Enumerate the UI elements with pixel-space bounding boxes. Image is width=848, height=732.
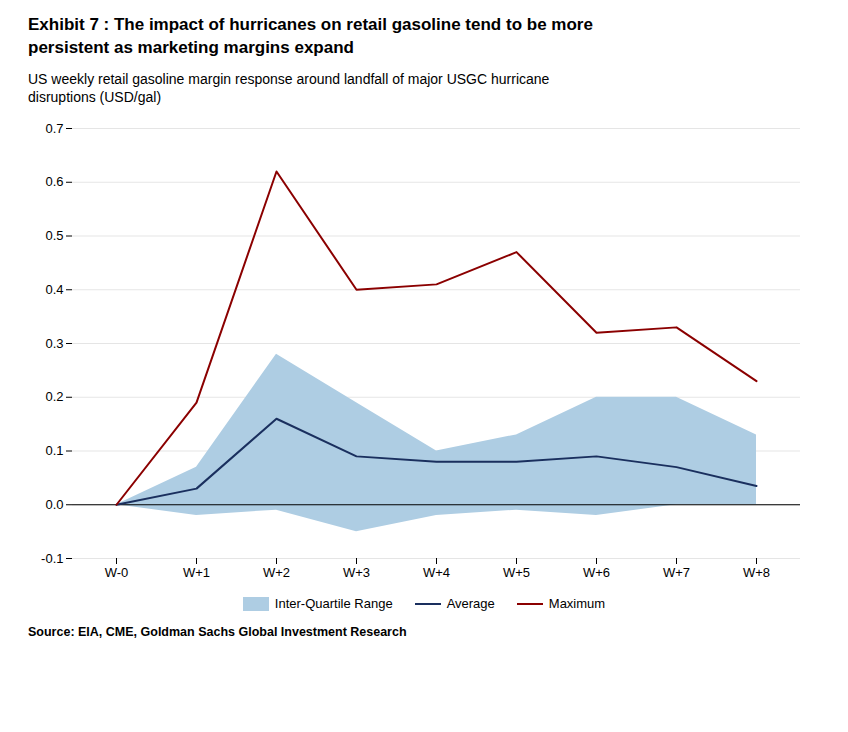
html-text:Maximum: Maximum — [548, 596, 606, 612]
html-text:Average: Average — [446, 596, 495, 612]
svg-text:-0.1: -0.1 — [41, 551, 63, 566]
svg-text:0.7: 0.7 — [45, 121, 63, 136]
svg-text:0.5: 0.5 — [45, 228, 63, 243]
svg-text:0.4: 0.4 — [45, 282, 63, 297]
svg-text:W+8: W+8 — [743, 565, 770, 580]
svg-text:0.6: 0.6 — [45, 175, 63, 190]
html-text:Source: EIA, CME, Goldman Sach: Source: EIA, CME, Goldman Sachs Global I… — [28, 625, 407, 640]
svg-text:0.1: 0.1 — [45, 443, 63, 458]
svg-text:0.2: 0.2 — [45, 390, 63, 405]
svg-text:W+6: W+6 — [583, 565, 610, 580]
svg-text:W+5: W+5 — [503, 565, 530, 580]
html-text:Exhibit 7 : The impact of hurr: Exhibit 7 : The impact of hurricanes on … — [28, 15, 593, 57]
svg-text:0.3: 0.3 — [45, 336, 63, 351]
svg-text:W-0: W-0 — [105, 565, 129, 580]
svg-text:W+1: W+1 — [183, 565, 210, 580]
svg-text:W+7: W+7 — [663, 565, 690, 580]
html-text:US weekly retail gasoline marg: US weekly retail gasoline margin respons… — [28, 70, 550, 106]
html-text:Inter-Quartile Range: Inter-Quartile Range — [274, 596, 393, 612]
svg-text:0.0: 0.0 — [45, 497, 63, 512]
svg-text:W+3: W+3 — [343, 565, 370, 580]
svg-text:W+2: W+2 — [263, 565, 290, 580]
svg-text:W+4: W+4 — [423, 565, 450, 580]
